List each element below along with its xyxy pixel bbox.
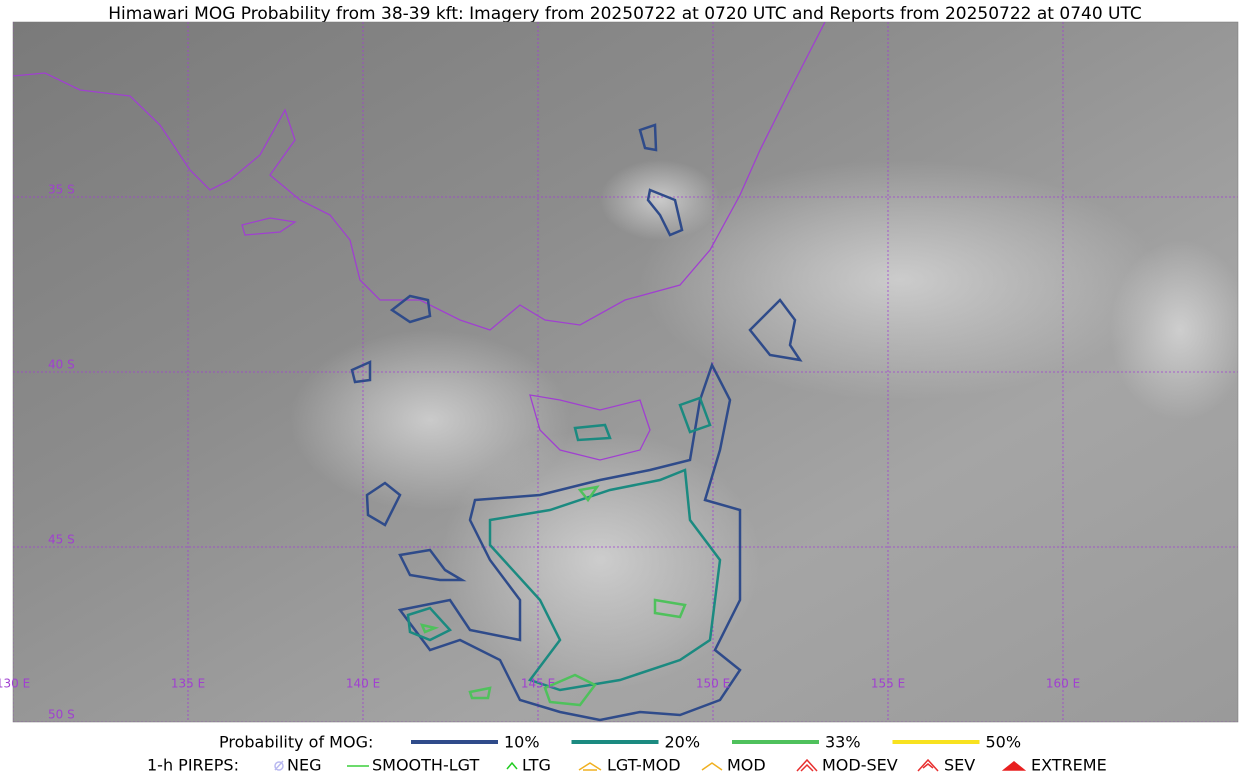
lon-label: 155 E	[871, 677, 905, 691]
pirep-symbol	[701, 762, 723, 771]
lat-label: 45 S	[48, 533, 75, 547]
coastline	[13, 22, 826, 461]
pirep-symbol	[917, 758, 939, 772]
lon-label: 145 E	[521, 677, 555, 691]
pirep-symbol	[506, 761, 518, 770]
legend: Probability of MOG: 10% 20% 33% 50% 1-h PIREP…	[147, 733, 1107, 775]
lon-label: 135 E	[171, 677, 205, 691]
contours	[350, 123, 803, 722]
title: Himawari MOG Probability from 38-39 kft:…	[108, 4, 1142, 24]
legend-label: 10%	[504, 733, 540, 752]
legend-label: LTG	[522, 756, 551, 775]
legend-label: 20%	[665, 733, 701, 752]
legend-label: LGT-MOD	[607, 756, 681, 775]
pirep-symbol	[1001, 761, 1027, 771]
lon-label: 160 E	[1046, 677, 1080, 691]
legend-label: NEG	[287, 756, 321, 775]
lon-label: 140 E	[346, 677, 380, 691]
lon-label: 130 E	[0, 677, 30, 691]
legend-label: 50%	[986, 733, 1022, 752]
cloud	[440, 430, 760, 690]
pirep-symbol	[796, 758, 818, 772]
graticule	[13, 22, 1238, 722]
lat-label: 35 S	[48, 183, 75, 197]
legend-title: Probability of MOG:	[219, 733, 373, 752]
legend-label: SEV	[944, 756, 975, 775]
legend-label: MOD-SEV	[822, 756, 898, 775]
cloud	[1110, 240, 1238, 420]
map	[13, 22, 1238, 722]
legend-label: SMOOTH-LGT	[372, 756, 479, 775]
legend-label: MOD	[727, 756, 766, 775]
pirep-symbol	[274, 760, 284, 771]
legend-label: EXTREME	[1031, 756, 1107, 775]
legend-label: 33%	[825, 733, 861, 752]
legend-title: 1-h PIREPS:	[147, 756, 239, 775]
cloud	[600, 160, 720, 240]
lat-label: 50 S	[48, 708, 75, 722]
lat-label: 40 S	[48, 358, 75, 372]
cloud	[640, 160, 1160, 400]
pirep-symbol	[578, 762, 602, 771]
lon-label: 150 E	[696, 677, 730, 691]
map-frame	[12, 21, 1239, 723]
